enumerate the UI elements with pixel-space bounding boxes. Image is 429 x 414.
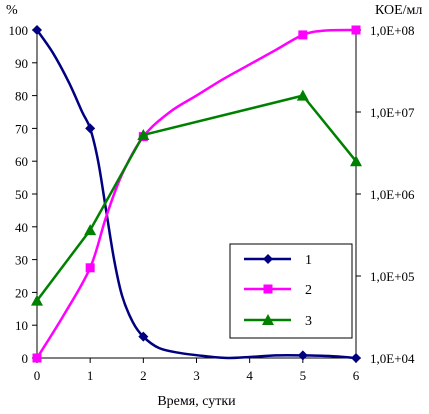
series-point-1 (297, 350, 308, 361)
legend-entry-3: 3 (244, 314, 312, 329)
y-left-tick-label: 90 (15, 56, 28, 71)
y-left-tick-label: 40 (15, 220, 28, 235)
y-right-tick-label: 1,0E+07 (370, 105, 415, 120)
series-point-2 (351, 25, 361, 35)
series-line-1 (35, 29, 357, 360)
series-point-3 (296, 89, 309, 101)
series-point-1 (351, 353, 361, 363)
y-left-tick-label: 100 (9, 23, 29, 38)
y-right-axis-title: КОЕ/мл (375, 3, 422, 18)
x-tick-label: 4 (246, 368, 253, 383)
legend-entry-2: 2 (244, 283, 312, 298)
y-left-axis-title: % (6, 3, 18, 18)
legend-label: 1 (305, 253, 312, 268)
x-tick-label: 6 (353, 368, 360, 383)
x-tick-label: 2 (140, 368, 147, 383)
series-point-3 (84, 224, 97, 236)
y-left-tick-label: 50 (15, 187, 28, 202)
series-point-3 (350, 155, 362, 167)
legend-label: 2 (305, 283, 312, 298)
legend-entry-1: 1 (244, 253, 312, 268)
series-point-2 (32, 353, 42, 363)
y-left-tick-label: 60 (15, 154, 28, 169)
y-left-tick-label: 0 (22, 351, 29, 366)
x-tick-label: 0 (34, 368, 41, 383)
series-1 (32, 25, 361, 363)
axes: 0 1 2 3 4 5 601020304050607080901001,0E+041,0E… (6, 3, 422, 409)
series-3 (31, 89, 362, 306)
legend-marker (262, 314, 274, 325)
legend-marker (263, 284, 273, 294)
y-left-tick-label: 20 (15, 285, 28, 300)
series-point-1 (138, 331, 149, 342)
series-point-2 (85, 263, 95, 273)
series-point-3 (31, 294, 43, 306)
x-axis-title: Время, сутки (157, 394, 236, 409)
x-tick-label: 5 (300, 368, 307, 383)
series-point-3 (137, 128, 150, 140)
series-point-1 (32, 25, 42, 35)
legend-label: 3 (305, 314, 312, 329)
legend-marker (263, 254, 273, 264)
series-point-2 (298, 30, 308, 40)
y-left-tick-label: 70 (15, 121, 28, 136)
series-layer (31, 25, 362, 363)
y-right-tick-label: 1,0E+05 (370, 269, 415, 284)
y-right-tick-label: 1,0E+08 (370, 23, 415, 38)
series-point-1 (85, 123, 96, 134)
legend: 1 2 3 (229, 243, 353, 339)
y-left-tick-label: 80 (15, 89, 28, 104)
x-tick-label: 1 (87, 368, 94, 383)
y-right-tick-label: 1,0E+06 (370, 187, 415, 202)
y-right-tick-label: 1,0E+04 (370, 351, 415, 366)
y-left-tick-label: 30 (15, 253, 28, 268)
x-tick-label: 3 (193, 368, 200, 383)
y-left-tick-label: 10 (15, 318, 28, 333)
